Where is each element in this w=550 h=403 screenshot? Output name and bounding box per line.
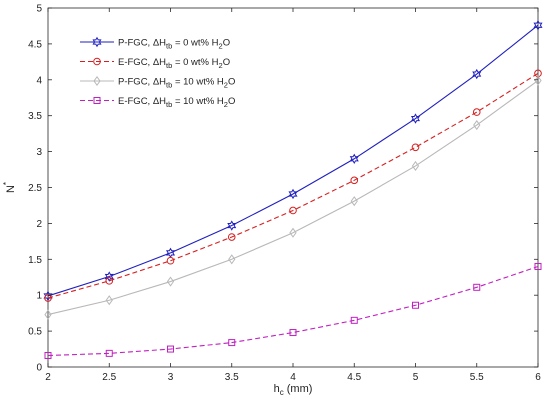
data-point xyxy=(472,68,482,80)
data-point xyxy=(44,352,52,360)
series-line xyxy=(47,72,539,299)
data-point xyxy=(411,143,420,152)
series-line xyxy=(47,80,539,316)
y-tick-label: 4 xyxy=(36,75,42,86)
x-axis-label-subscript: c xyxy=(280,388,284,397)
y-axis-label: N* xyxy=(2,182,17,193)
data-point xyxy=(228,254,236,265)
data-point xyxy=(289,329,297,337)
y-tick-label: 1.5 xyxy=(28,255,42,266)
data-point xyxy=(289,206,297,215)
data-point xyxy=(288,188,298,200)
data-point xyxy=(167,345,174,353)
series-line xyxy=(47,265,539,357)
x-axis-label-main: h xyxy=(274,383,280,395)
series-4 xyxy=(44,262,542,360)
data-point xyxy=(44,309,52,320)
data-point xyxy=(472,108,481,116)
legend-swatch-marker xyxy=(93,57,101,66)
x-tick-label: 3.5 xyxy=(225,372,239,383)
y-axis-label-main: N xyxy=(5,185,17,193)
x-tick-label: 2.5 xyxy=(102,372,116,383)
x-tick-label: 5.5 xyxy=(470,372,484,383)
data-point xyxy=(166,256,175,265)
y-tick-label: 3 xyxy=(36,147,42,158)
y-tick-label: 5 xyxy=(36,4,42,15)
series-layer xyxy=(43,20,543,360)
axes-layer: 2 2.5 3 3.5 4 4.5 5 5.5 6 0 0.5 1 1.5 2 2.5 3 3.5 4 4.5 5 xyxy=(28,4,541,384)
data-point xyxy=(473,283,481,291)
x-axis-label-unit: (mm) xyxy=(284,383,313,395)
data-point xyxy=(44,294,52,302)
y-tick-label: 0.5 xyxy=(28,327,42,338)
legend-swatch-marker xyxy=(92,36,102,48)
data-point xyxy=(410,113,421,124)
data-point xyxy=(412,301,419,309)
legend-entry: E-FGC, ΔHtb = 0 wt% H2O xyxy=(80,57,230,70)
legend-swatch-marker xyxy=(93,75,101,87)
data-point xyxy=(43,290,53,302)
data-point xyxy=(350,176,359,185)
y-axis-label-superscript: * xyxy=(2,182,11,185)
y-tick-label: 2 xyxy=(36,219,42,230)
data-point xyxy=(350,316,358,324)
legend-swatch-marker xyxy=(93,97,101,104)
data-point xyxy=(533,20,543,31)
x-tick-label: 3 xyxy=(168,372,174,383)
data-point xyxy=(105,277,114,285)
data-point xyxy=(411,160,420,172)
y-tick-label: 2.5 xyxy=(28,183,42,194)
series-3 xyxy=(44,75,542,320)
x-axis-label: hc (mm) xyxy=(274,383,313,397)
legend-label: P-FGC, ΔHtb = 10 wt% H2O xyxy=(118,77,235,90)
data-point xyxy=(350,196,358,207)
x-tick-label: 4 xyxy=(290,372,296,383)
y-tick-label: 3.5 xyxy=(28,111,42,122)
data-point xyxy=(349,153,359,164)
y-tick-label: 1 xyxy=(36,291,42,302)
series-line xyxy=(47,24,539,297)
x-tick-label: 6 xyxy=(535,372,541,383)
x-tick-label: 5 xyxy=(413,372,419,383)
data-point xyxy=(289,227,297,238)
x-tick-label: 4.5 xyxy=(347,372,361,383)
y-tick-label: 0 xyxy=(36,363,42,374)
data-point xyxy=(534,262,542,270)
legend-entry: E-FGC, ΔHtb = 10 wt% H2O xyxy=(80,96,235,109)
legend-label: P-FGC, ΔHtb = 0 wt% H2O xyxy=(118,38,230,51)
data-point xyxy=(227,220,237,231)
series-2 xyxy=(44,69,542,302)
x-tick-label: 2 xyxy=(45,372,51,383)
plot-frame xyxy=(47,7,539,368)
legend-label: E-FGC, ΔHtb = 0 wt% H2O xyxy=(118,57,230,70)
data-point xyxy=(105,349,113,357)
legend-entry: P-FGC, ΔHtb = 0 wt% H2O xyxy=(80,36,230,51)
legend-label: E-FGC, ΔHtb = 10 wt% H2O xyxy=(118,96,235,109)
plot-area xyxy=(47,7,539,368)
legend: P-FGC, ΔHtb = 0 wt% H2O E-FGC, ΔHtb = 0 w… xyxy=(80,36,235,109)
series-1 xyxy=(43,20,543,302)
data-point xyxy=(228,339,236,347)
data-point xyxy=(473,119,481,131)
data-point xyxy=(104,271,114,282)
data-point xyxy=(166,276,175,287)
y-tick-label: 4.5 xyxy=(28,39,42,50)
legend-entry: P-FGC, ΔHtb = 10 wt% H2O xyxy=(80,75,235,90)
data-point xyxy=(534,75,542,86)
data-point xyxy=(105,295,113,306)
data-point xyxy=(227,233,236,241)
